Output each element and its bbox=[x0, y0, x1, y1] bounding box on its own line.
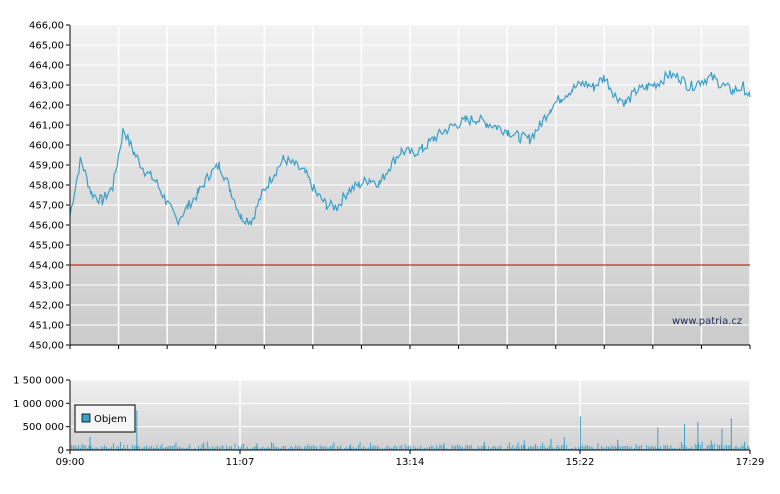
price-y-tick-label: 462,00 bbox=[29, 101, 64, 112]
price-y-tick-label: 455,00 bbox=[29, 241, 64, 252]
price-y-tick-label: 464,00 bbox=[29, 61, 64, 72]
volume-y-tick-label: 500 000 bbox=[23, 422, 64, 433]
legend-swatch bbox=[81, 413, 91, 423]
price-y-tick-label: 456,00 bbox=[29, 221, 64, 232]
volume-x-tick-label: 11:07 bbox=[226, 457, 255, 468]
volume-y-tick-label: 1 000 000 bbox=[13, 399, 64, 410]
volume-x-tick-label: 13:14 bbox=[396, 457, 425, 468]
price-y-tick-label: 453,00 bbox=[29, 281, 64, 292]
price-y-tick-label: 465,00 bbox=[29, 41, 64, 52]
price-y-tick-label: 451,00 bbox=[29, 321, 64, 332]
price-y-tick-label: 466,00 bbox=[29, 21, 64, 32]
price-y-tick-label: 452,00 bbox=[29, 301, 64, 312]
price-y-tick-label: 454,00 bbox=[29, 261, 64, 272]
price-y-tick-label: 450,00 bbox=[29, 341, 64, 352]
price-line bbox=[69, 70, 751, 227]
legend-label: Objem bbox=[94, 414, 127, 425]
volume-x-tick-label: 15:22 bbox=[566, 457, 595, 468]
volume-legend: Objem bbox=[74, 404, 136, 433]
volume-y-tick-label: 1 500 000 bbox=[13, 376, 64, 387]
volume-x-tick-label: 17:29 bbox=[736, 457, 765, 468]
volume-y-tick-label: 0 bbox=[58, 446, 64, 457]
price-y-tick-label: 459,00 bbox=[29, 161, 64, 172]
price-y-tick-label: 458,00 bbox=[29, 181, 64, 192]
price-y-tick-label: 460,00 bbox=[29, 141, 64, 152]
watermark: www.patria.cz bbox=[672, 316, 743, 327]
price-y-tick-label: 461,00 bbox=[29, 121, 64, 132]
price-y-tick-label: 463,00 bbox=[29, 81, 64, 92]
price-y-tick-label: 457,00 bbox=[29, 201, 64, 212]
volume-x-tick-label: 09:00 bbox=[56, 457, 85, 468]
